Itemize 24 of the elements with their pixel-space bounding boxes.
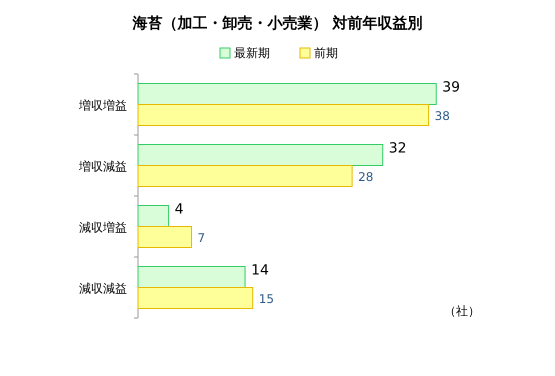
data-label: 4	[174, 202, 184, 218]
data-label: 7	[198, 231, 206, 245]
y-tick-label: 減収減益	[79, 282, 127, 296]
legend-label: 前期	[314, 46, 338, 60]
bar	[138, 165, 353, 187]
bar	[138, 226, 192, 248]
bar	[138, 287, 254, 309]
data-label: 28	[358, 170, 374, 184]
data-label: 32	[388, 140, 407, 156]
data-label: 15	[258, 292, 274, 306]
bar	[138, 266, 246, 288]
bar	[138, 144, 384, 166]
data-label: 39	[442, 80, 460, 96]
y-tick-label: 減収増益	[79, 220, 127, 234]
data-label: 14	[251, 262, 269, 278]
bar	[138, 205, 170, 227]
bar	[138, 104, 430, 126]
bar	[138, 83, 437, 105]
chart-title: 海苔（加工・卸売・小売業） 対前年収益別	[131, 14, 423, 32]
data-label: 38	[434, 109, 450, 123]
legend-label: 最新期	[234, 46, 270, 60]
y-tick-label: 増収増益	[78, 98, 127, 112]
y-tick-label: 増収減益	[78, 160, 127, 174]
text: （社）	[444, 304, 480, 318]
